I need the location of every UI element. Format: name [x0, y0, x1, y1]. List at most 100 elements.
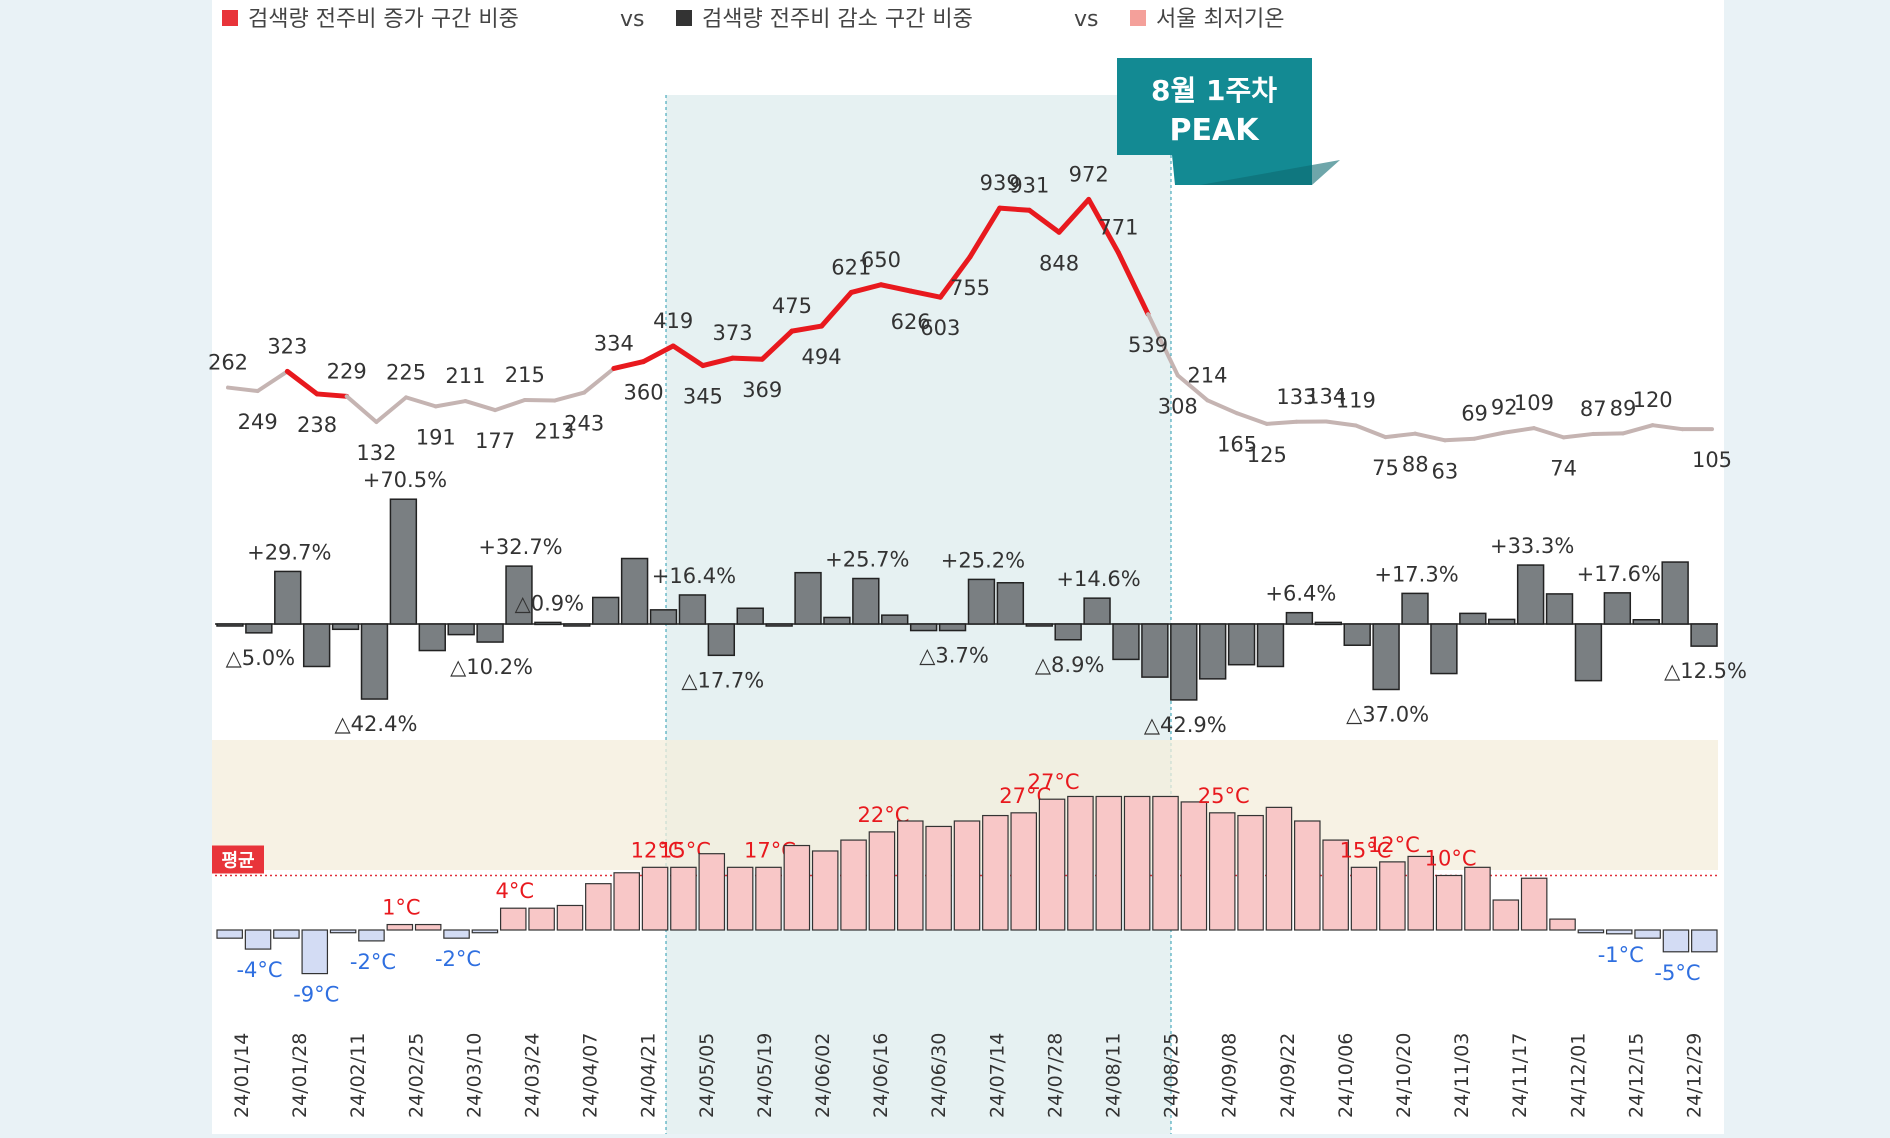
line-data-label: 373: [713, 321, 753, 345]
change-bar: [593, 597, 619, 624]
temperature-bar: [416, 925, 441, 930]
change-bar: [651, 610, 677, 624]
change-data-label: +17.3%: [1374, 562, 1458, 586]
change-bar: [390, 499, 416, 624]
temperature-data-label: -2°C: [350, 950, 396, 974]
temperature-bar: [557, 905, 582, 930]
x-tick-label: 24/02/11: [347, 1033, 369, 1118]
line-data-label: 225: [386, 360, 426, 384]
x-tick-label: 24/06/30: [928, 1033, 950, 1118]
line-data-label: 191: [416, 425, 456, 449]
change-bar: [1547, 594, 1573, 624]
temperature-data-label: 4°C: [495, 879, 534, 903]
temperature-bar: [756, 867, 781, 930]
x-tick-label: 24/10/06: [1335, 1033, 1357, 1118]
temperature-bar: [1521, 878, 1546, 930]
change-bar: [1084, 598, 1110, 624]
line-data-label: 755: [950, 276, 990, 300]
legend-label: 검색량 전주비 증가 구간 비중: [248, 7, 519, 32]
temperature-bar: [813, 851, 838, 930]
callout-line1: 8월 1주차: [1151, 74, 1277, 107]
x-tick-label: 24/03/10: [463, 1033, 485, 1118]
change-bar: [969, 579, 995, 624]
change-data-label: △3.7%: [919, 644, 989, 668]
temperature-bar: [1550, 919, 1575, 930]
x-tick-label: 24/08/11: [1103, 1033, 1125, 1118]
change-bar: [1055, 624, 1081, 640]
line-data-label: 105: [1692, 448, 1732, 472]
x-tick-label: 24/09/22: [1277, 1033, 1299, 1118]
change-bar: [997, 583, 1023, 624]
line-segment: [733, 358, 763, 359]
legend-label: 서울 최저기온: [1156, 7, 1284, 32]
temperature-data-label: 27°C: [1028, 770, 1080, 794]
change-bar: [708, 624, 734, 655]
x-tick-label: 24/11/17: [1509, 1033, 1531, 1118]
change-bar: [766, 624, 792, 626]
temperature-data-label: 25°C: [1198, 784, 1250, 808]
temperature-bar: [1096, 796, 1121, 930]
change-bar: [1171, 624, 1197, 700]
temperature-bar: [614, 873, 639, 930]
x-tick-label: 24/08/25: [1161, 1033, 1183, 1118]
change-bar: [940, 624, 966, 631]
change-bar: [1604, 593, 1630, 624]
temperature-bar: [1493, 900, 1518, 930]
temperature-bar: [302, 930, 327, 974]
temperature-bar: [983, 816, 1008, 930]
change-bar: [535, 622, 561, 624]
temperature-bar: [841, 840, 866, 930]
average-badge-label: 평균: [221, 851, 254, 872]
x-tick-label: 24/07/28: [1044, 1033, 1066, 1118]
line-data-label: 419: [653, 309, 693, 333]
line-data-label: 262: [208, 351, 248, 375]
change-bar: [1286, 613, 1312, 624]
legend-swatch: [1130, 10, 1146, 26]
temperature-bar: [245, 930, 270, 949]
line-data-label: 539: [1128, 333, 1168, 357]
line-data-label: 69: [1461, 402, 1488, 426]
temperature-bar: [529, 908, 554, 930]
change-data-label: +17.6%: [1577, 562, 1661, 586]
temperature-bar: [1295, 821, 1320, 930]
line-data-label: 125: [1247, 443, 1287, 467]
line-data-label: 603: [920, 316, 960, 340]
change-bar: [1460, 613, 1486, 624]
line-segment: [1445, 439, 1475, 441]
change-data-label: △8.9%: [1035, 653, 1105, 677]
change-bar: [1258, 624, 1284, 666]
change-bar: [564, 624, 590, 626]
temperature-bar: [1011, 813, 1036, 930]
change-data-label: +25.2%: [941, 548, 1025, 572]
temperature-data-label: -1°C: [1598, 943, 1644, 967]
change-bar: [882, 615, 908, 624]
change-bar: [477, 624, 503, 642]
change-data-label: +6.4%: [1265, 582, 1336, 606]
change-data-label: +25.7%: [825, 548, 909, 572]
line-data-label: 369: [742, 378, 782, 402]
change-bar: [824, 617, 850, 624]
temperature-bar: [586, 884, 611, 930]
change-bar: [246, 624, 272, 633]
temperature-data-label: -9°C: [293, 983, 339, 1007]
x-tick-label: 24/12/15: [1625, 1033, 1647, 1118]
change-bar: [419, 624, 445, 651]
temperature-bar: [869, 832, 894, 930]
change-bar: [622, 559, 648, 624]
x-tick-label: 24/12/29: [1684, 1033, 1706, 1118]
line-data-label: 238: [297, 413, 337, 437]
change-bar: [1431, 624, 1457, 674]
x-tick-label: 24/05/05: [696, 1033, 718, 1118]
line-data-label: 74: [1550, 456, 1577, 480]
x-tick-label: 24/05/19: [754, 1033, 776, 1118]
temperature-bar: [954, 821, 979, 930]
temperature-bar: [1380, 862, 1405, 930]
change-bar: [1142, 624, 1168, 677]
line-data-label: 215: [505, 363, 545, 387]
x-tick-label: 24/11/03: [1451, 1033, 1473, 1118]
x-tick-label: 24/01/14: [231, 1033, 253, 1118]
temperature-data-label: 12°C: [1368, 833, 1420, 857]
legend-swatch: [222, 10, 238, 26]
change-data-label: +32.7%: [478, 535, 562, 559]
